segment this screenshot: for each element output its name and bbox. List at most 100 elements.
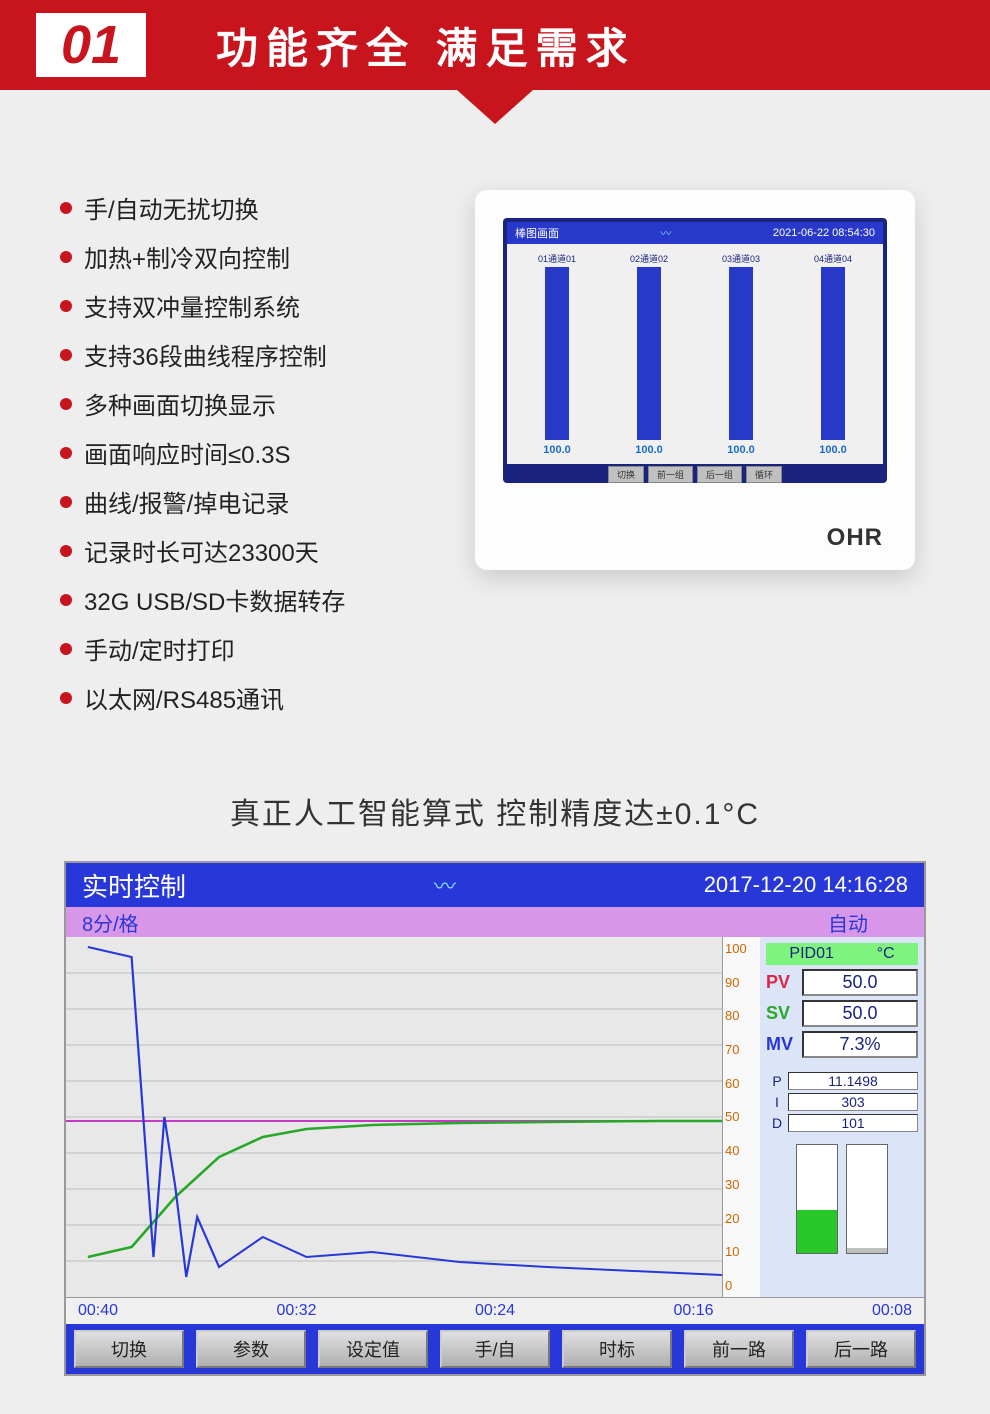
device-button[interactable]: 切换 [608,466,644,483]
section-number: 01 [61,14,121,76]
bullet-icon [60,202,72,214]
level-bar-1 [796,1144,838,1254]
mv-value: 7.3% [802,1031,918,1058]
wave-icon: 〰 [434,869,456,901]
setpoint-button[interactable]: 设定值 [318,1330,428,1368]
pv-label: PV [766,972,802,993]
y-tick: 0 [725,1278,758,1293]
pid-title: PID01 °C [766,943,918,965]
screen-title: 棒图画面 [515,225,559,241]
device-screen-footer: 切换 前一组 后一组 循环 [507,464,883,483]
y-tick: 100 [725,941,758,956]
screen-date: 2021-06-22 08:54:30 [773,227,875,239]
pid-d-row: D 101 [766,1114,918,1132]
y-tick: 90 [725,975,758,990]
bar-channel: 01通道01100.0 [538,252,576,456]
feature-item: 曲线/报警/掉电记录 [60,484,430,519]
time-scale: 8分/格 [82,908,139,937]
subtitle: 真正人工智能算式 控制精度达±0.1°C [0,789,990,833]
header-title: 功能齐全 满足需求 [216,15,636,76]
bar-channel: 02通道02100.0 [630,252,668,456]
y-tick: 70 [725,1042,758,1057]
device-button[interactable]: 循环 [746,466,782,483]
main-screen-footer: 切换 参数 设定值 手/自 时标 前一路 后一路 [66,1324,924,1374]
x-tick: 00:40 [78,1302,118,1320]
device-button[interactable]: 后一组 [697,466,742,483]
pid-i-row: I 303 [766,1093,918,1111]
main-screen-title: 实时控制 [82,867,186,904]
feature-item: 以太网/RS485通讯 [60,680,430,715]
y-tick: 10 [725,1244,758,1259]
device-brand: OHR [827,524,883,552]
feature-item: 支持双冲量控制系统 [60,288,430,323]
feature-list: 手/自动无扰切换 加热+制冷双向控制 支持双冲量控制系统 支持36段曲线程序控制… [60,190,430,729]
mv-label: MV [766,1034,802,1055]
feature-item: 支持36段曲线程序控制 [60,337,430,372]
x-tick: 00:08 [872,1302,912,1320]
blue-line [88,947,722,1277]
pv-value: 50.0 [802,969,918,996]
bullet-icon [60,496,72,508]
feature-item: 加热+制冷双向控制 [60,239,430,274]
sv-label: SV [766,1003,802,1024]
main-screen-body: 100 90 80 70 60 50 40 30 20 10 0 PID01 °… [66,937,924,1297]
side-panel: PID01 °C PV 50.0 SV 50.0 MV 7.3% P 11.14… [760,937,924,1297]
chart-svg [66,937,722,1297]
feature-item: 32G USB/SD卡数据转存 [60,582,430,617]
bar [545,267,569,440]
device-screen: 棒图画面 〰 2021-06-22 08:54:30 01通道01100.0 0… [503,218,887,483]
header-arrow-icon [457,90,533,124]
header-bar: 01 功能齐全 满足需求 [0,0,990,90]
feature-item: 手动/定时打印 [60,631,430,666]
bar-channel: 04通道04100.0 [814,252,852,456]
content-row: 手/自动无扰切换 加热+制冷双向控制 支持双冲量控制系统 支持36段曲线程序控制… [0,90,990,769]
line-chart [66,937,722,1297]
level-bars [766,1144,918,1254]
feature-item: 画面响应时间≤0.3S [60,435,430,470]
bullet-icon [60,398,72,410]
bullet-icon [60,349,72,361]
bullet-icon [60,300,72,312]
bullet-icon [60,251,72,263]
feature-item: 多种画面切换显示 [60,386,430,421]
y-tick: 40 [725,1143,758,1158]
feature-item: 手/自动无扰切换 [60,190,430,225]
manual-auto-button[interactable]: 手/自 [440,1330,550,1368]
bullet-icon [60,643,72,655]
level-bar-2 [846,1144,888,1254]
device-button[interactable]: 前一组 [648,466,693,483]
timemark-button[interactable]: 时标 [562,1330,672,1368]
bullet-icon [60,447,72,459]
main-screen: 实时控制 〰 2017-12-20 14:16:28 8分/格 自动 [64,861,926,1376]
device-screen-header: 棒图画面 〰 2021-06-22 08:54:30 [507,222,883,244]
section-number-box: 01 [36,13,146,77]
y-tick: 80 [725,1008,758,1023]
mv-row: MV 7.3% [766,1031,918,1058]
bar [821,267,845,440]
bullet-icon [60,692,72,704]
main-screen-header: 实时控制 〰 2017-12-20 14:16:28 [66,863,924,907]
x-tick: 00:32 [276,1302,316,1320]
sv-value: 50.0 [802,1000,918,1027]
y-axis: 100 90 80 70 60 50 40 30 20 10 0 [722,937,760,1297]
wave-icon: 〰 [660,225,671,241]
next-channel-button[interactable]: 后一路 [806,1330,916,1368]
mode-label: 自动 [828,908,868,937]
x-axis: 00:40 00:32 00:24 00:16 00:08 [66,1297,924,1324]
bullet-icon [60,594,72,606]
bar-chart: 01通道01100.0 02通道02100.0 03通道03100.0 04通道… [507,244,883,464]
main-screen-datetime: 2017-12-20 14:16:28 [704,872,908,898]
params-button[interactable]: 参数 [196,1330,306,1368]
x-tick: 00:24 [475,1302,515,1320]
sv-row: SV 50.0 [766,1000,918,1027]
feature-item: 记录时长可达23300天 [60,533,430,568]
pv-row: PV 50.0 [766,969,918,996]
bar [729,267,753,440]
bar [637,267,661,440]
pid-p-row: P 11.1498 [766,1072,918,1090]
y-tick: 30 [725,1177,758,1192]
switch-button[interactable]: 切换 [74,1330,184,1368]
x-tick: 00:16 [673,1302,713,1320]
prev-channel-button[interactable]: 前一路 [684,1330,794,1368]
device-image: 棒图画面 〰 2021-06-22 08:54:30 01通道01100.0 0… [430,190,960,729]
